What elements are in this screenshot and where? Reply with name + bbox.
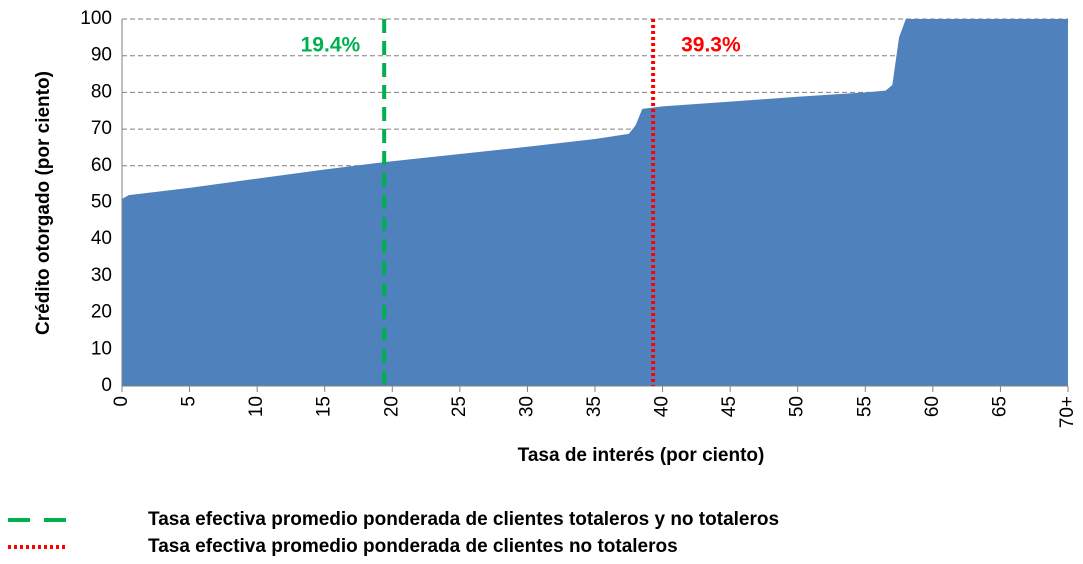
x-tick-label: 0: [111, 396, 132, 407]
x-tick-label: 65: [989, 396, 1010, 417]
y-tick-label: 80: [91, 81, 112, 102]
y-tick-label: 70: [91, 118, 112, 139]
legend-label: Tasa efectiva promedio ponderada de clie…: [148, 536, 678, 557]
annotation-label: 39.3%: [681, 34, 741, 57]
y-tick-label: 0: [101, 375, 112, 396]
x-tick-label: 70+: [1057, 396, 1078, 428]
y-tick-label: 10: [91, 338, 112, 359]
y-tick-label: 100: [80, 8, 112, 29]
x-tick-label: 20: [381, 396, 402, 417]
x-tick-label: 45: [719, 396, 740, 417]
x-axis-label: Tasa de interés (por ciento): [518, 445, 765, 466]
x-tick-label: 35: [584, 396, 605, 417]
x-tick-label: 60: [922, 396, 943, 417]
x-tick-label: 55: [854, 396, 875, 417]
x-tick-label: 5: [179, 396, 200, 407]
x-tick-label: 30: [516, 396, 537, 417]
area: [122, 19, 1068, 386]
x-tick-label: 40: [652, 396, 673, 417]
y-tick-label: 20: [91, 302, 112, 323]
annotation-label: 19.4%: [301, 34, 361, 57]
y-tick-label: 90: [91, 45, 112, 66]
x-tick-label: 10: [246, 396, 267, 417]
x-tick-label: 25: [449, 396, 470, 417]
y-axis-label: Crédito otorgado (por ciento): [33, 71, 54, 335]
x-tick-label: 15: [314, 396, 335, 417]
y-tick-label: 30: [91, 265, 112, 286]
y-tick-label: 40: [91, 228, 112, 249]
legend-label: Tasa efectiva promedio ponderada de clie…: [148, 509, 779, 530]
y-tick-label: 60: [91, 155, 112, 176]
y-tick-label: 50: [91, 192, 112, 213]
x-tick-label: 50: [787, 396, 808, 417]
